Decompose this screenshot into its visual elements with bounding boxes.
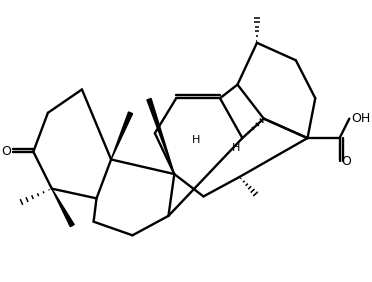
Polygon shape <box>52 189 74 227</box>
Text: O: O <box>341 155 352 168</box>
Text: O: O <box>1 145 11 158</box>
Text: H: H <box>232 143 241 153</box>
Polygon shape <box>111 112 132 160</box>
Text: OH: OH <box>351 112 371 125</box>
Polygon shape <box>147 98 174 174</box>
Text: H: H <box>192 135 200 145</box>
